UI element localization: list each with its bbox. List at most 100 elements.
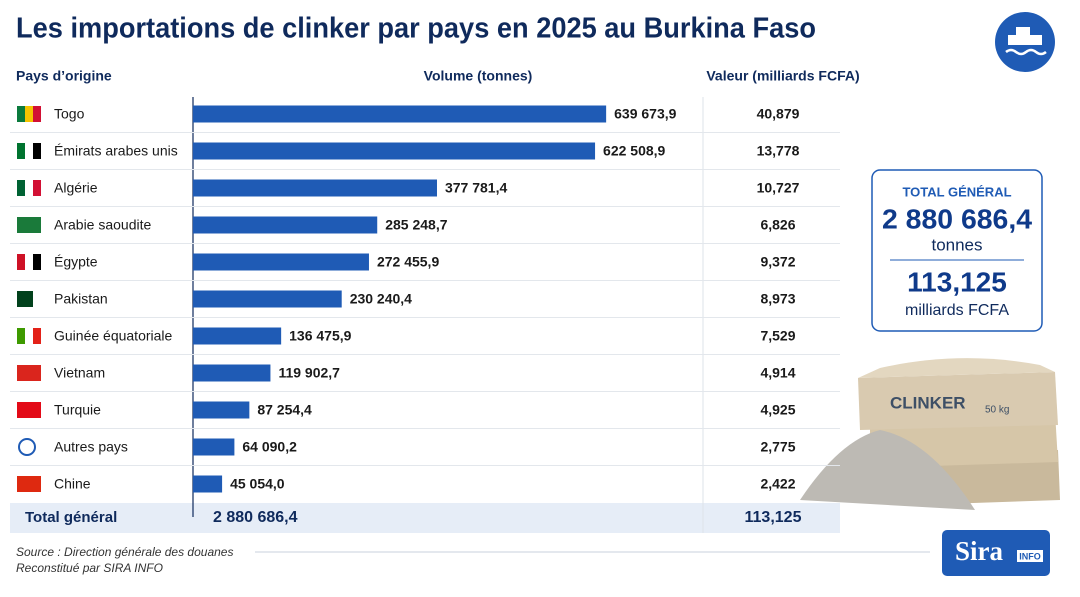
total-row — [10, 503, 840, 533]
data-label: 377 781,4 — [445, 180, 507, 196]
summary-title: TOTAL GÉNÉRAL — [902, 184, 1011, 199]
data-label: 119 902,7 — [278, 365, 340, 381]
total-label: Total général — [25, 509, 117, 526]
flag — [33, 476, 41, 492]
amount: 40,879 — [757, 106, 800, 122]
flag — [25, 143, 33, 159]
category-label: Pakistan — [54, 291, 108, 307]
data-label: 639 673,9 — [614, 106, 676, 122]
bar — [193, 105, 607, 123]
amount: 8,973 — [760, 291, 795, 307]
summary-volume: 2 880 686,4 — [882, 203, 1032, 234]
flag — [17, 328, 25, 344]
data-label: 272 455,9 — [377, 254, 439, 270]
logo-tag: INFO — [1019, 551, 1041, 561]
data-label: 45 054,0 — [230, 476, 285, 492]
data-label: 64 090,2 — [242, 439, 297, 455]
summary-box — [871, 169, 1043, 332]
bar — [193, 179, 437, 197]
flag — [17, 402, 25, 418]
data-label: 622 508,9 — [603, 143, 665, 159]
total-volume: 2 880 686,4 — [213, 509, 298, 526]
amount: 10,727 — [757, 180, 800, 196]
logo-tag-box — [1017, 550, 1043, 562]
amount: 13,778 — [757, 143, 800, 159]
flag — [33, 106, 41, 122]
category-label: Guinée équatoriale — [54, 328, 173, 344]
flag — [25, 476, 33, 492]
amount: 4,925 — [760, 402, 795, 418]
data-label: 87 254,4 — [257, 402, 312, 418]
bar — [193, 438, 235, 456]
bar — [193, 401, 250, 419]
flag — [17, 106, 25, 122]
data-label: 230 240,4 — [350, 291, 412, 307]
category-label: Vietnam — [54, 365, 105, 381]
flag — [17, 180, 25, 196]
bar — [193, 253, 369, 271]
category-label: Arabie saoudite — [54, 217, 152, 233]
logo: Sira — [955, 536, 1004, 566]
data-label: 136 475,9 — [289, 328, 351, 344]
bar — [193, 475, 223, 493]
flag — [17, 143, 25, 159]
cement-bags: CLINKER 50 kg — [800, 358, 1060, 510]
flag — [25, 217, 33, 233]
flag — [25, 106, 33, 122]
amount: 4,914 — [760, 365, 795, 381]
amount: 6,826 — [760, 217, 795, 233]
column-header: Pays d’origine — [16, 68, 112, 84]
column-header: Volume (tonnes) — [424, 68, 533, 84]
bar — [193, 142, 596, 160]
flag — [33, 365, 41, 381]
flag — [33, 217, 41, 233]
flag — [33, 328, 41, 344]
ship-icon — [995, 12, 1055, 72]
summary-unit: tonnes — [931, 235, 982, 254]
category-label: Turquie — [54, 402, 101, 418]
bag-weight: 50 kg — [985, 405, 1009, 416]
globe-icon — [18, 438, 36, 456]
amount: 2,775 — [760, 439, 795, 455]
category-label: Algérie — [54, 180, 98, 196]
flag — [33, 254, 41, 270]
title: Les importations de clinker par pays en … — [16, 13, 816, 45]
flag — [17, 254, 25, 270]
amount: 7,529 — [760, 328, 795, 344]
summary-value: 113,125 — [907, 266, 1007, 297]
flag — [33, 291, 41, 307]
bar — [193, 290, 342, 308]
bar — [193, 364, 271, 382]
amount: 9,372 — [760, 254, 795, 270]
category-label: Émirats arabes unis — [54, 143, 178, 159]
source: Source : Direction générale des douanes — [16, 545, 233, 559]
column-header: Valeur (milliards FCFA) — [706, 68, 859, 84]
category-label: Chine — [54, 476, 91, 492]
flag — [33, 402, 41, 418]
amount: 2,422 — [760, 476, 795, 492]
logo-box — [942, 530, 1050, 576]
bar — [193, 327, 282, 345]
flag — [25, 328, 33, 344]
credit: Reconstitué par SIRA INFO — [16, 561, 163, 575]
flag — [33, 143, 41, 159]
flag — [17, 291, 25, 307]
bar — [193, 216, 378, 234]
flag — [17, 217, 25, 233]
flag — [17, 476, 25, 492]
flag — [25, 180, 33, 196]
total-value: 113,125 — [745, 509, 802, 526]
bag-label: CLINKER — [890, 393, 966, 412]
flag — [25, 402, 33, 418]
flag — [33, 180, 41, 196]
flag — [25, 291, 33, 307]
category-label: Autres pays — [54, 439, 128, 455]
flag — [25, 365, 33, 381]
flag — [25, 254, 33, 270]
summary-unit: milliards FCFA — [905, 302, 1009, 319]
flag — [17, 365, 25, 381]
category-label: Égypte — [54, 254, 98, 270]
category-label: Togo — [54, 106, 85, 122]
data-label: 285 248,7 — [385, 217, 447, 233]
